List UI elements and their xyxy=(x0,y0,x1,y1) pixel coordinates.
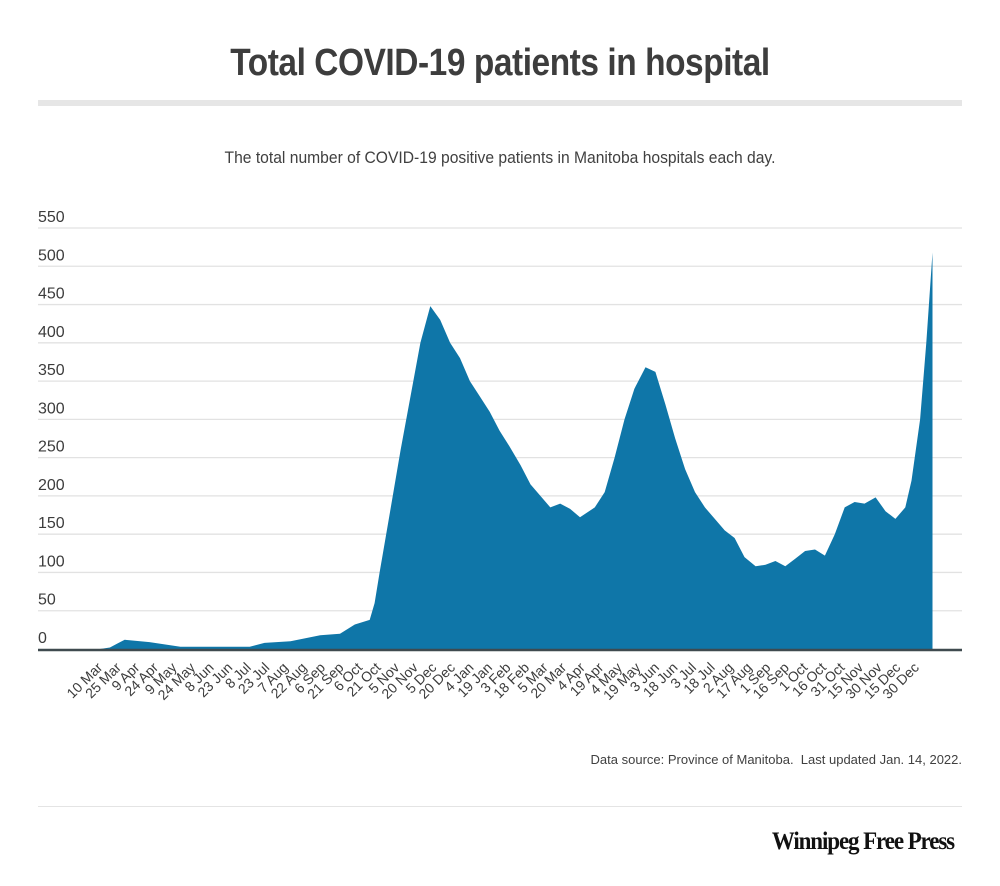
area-chart: 0 50 100 150 200 250 300 350 400 450 500 550 10 Mar… xyxy=(38,209,962,703)
y-tick-label: 350 xyxy=(38,362,65,379)
hospital-patients-area xyxy=(100,252,933,649)
y-tick-label: 50 xyxy=(38,592,56,609)
y-tick-label: 300 xyxy=(38,400,65,417)
y-axis-ticks: 0 50 100 150 200 250 300 350 400 450 500 550 xyxy=(38,209,65,647)
y-tick-label: 250 xyxy=(38,439,65,456)
y-tick-label: 500 xyxy=(38,247,65,264)
data-source-note: Data source: Province of Manitoba. Last … xyxy=(590,752,962,767)
chart-title: Total COVID-19 patients in hospital xyxy=(230,42,770,84)
footer-divider xyxy=(38,806,962,807)
y-tick-label: 0 xyxy=(38,630,47,647)
title-divider xyxy=(38,100,962,106)
y-tick-label: 150 xyxy=(38,515,65,532)
chart-subtitle: The total number of COVID-19 positive pa… xyxy=(224,148,776,167)
y-tick-label: 450 xyxy=(38,286,65,303)
y-tick-label: 400 xyxy=(38,324,65,341)
y-tick-label: 200 xyxy=(38,477,65,494)
winnipeg-free-press-logo: Winnipeg Free Press xyxy=(771,828,955,855)
y-tick-label: 550 xyxy=(38,209,65,226)
y-tick-label: 100 xyxy=(38,553,65,570)
